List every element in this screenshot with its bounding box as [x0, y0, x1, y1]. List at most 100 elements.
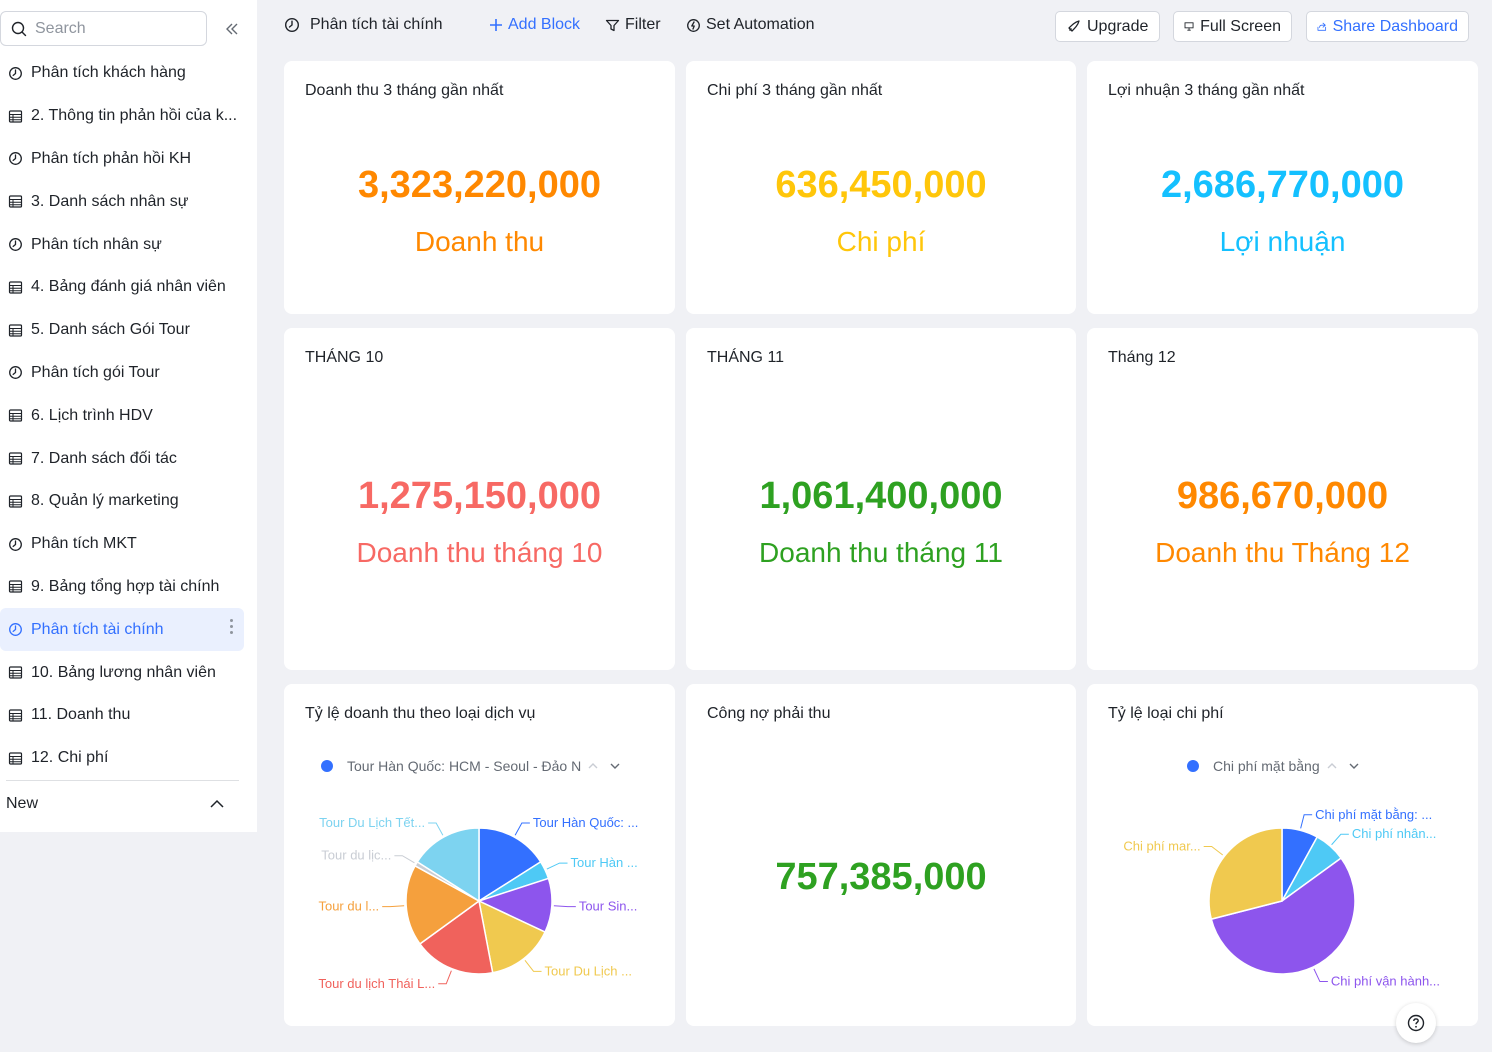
search-box[interactable] [0, 11, 207, 46]
sidebar-item-label: 8. Quản lý marketing [31, 492, 179, 510]
set-automation-label: Set Automation [706, 16, 815, 33]
chevron-down-icon[interactable] [609, 760, 621, 772]
metric-value: 1,061,400,000 [759, 475, 1003, 517]
share-dashboard-button[interactable]: Share Dashboard [1306, 11, 1469, 42]
add-block-button[interactable]: Add Block [489, 16, 580, 34]
sidebar-item[interactable]: Phân tích nhân sự [0, 223, 244, 266]
dashboard-icon [284, 17, 300, 33]
metric-label: Chi phí [836, 226, 926, 257]
service-revenue-pie-chart[interactable]: Tour Hàn Quốc: ... Tour Hàn ... Tour Sin..… [284, 784, 675, 1024]
pie-slice[interactable] [418, 899, 494, 975]
pie-slice[interactable] [478, 827, 542, 903]
cost-3-months-card[interactable]: Chi phí 3 tháng gần nhất 636,450,000 Chi… [686, 61, 1076, 314]
receivable-card[interactable]: Công nợ phải thu 757,385,000 [686, 684, 1076, 1026]
metric-label: Doanh thu [414, 226, 545, 257]
cost-type-pie-card[interactable]: Tỷ lệ loại chi phí Chi phí mặt bằng Chi … [1087, 684, 1478, 1026]
chevron-up-icon[interactable] [587, 760, 599, 772]
sidebar-item[interactable]: 6. Lịch trình HDV [0, 394, 244, 437]
filter-button[interactable]: Filter [605, 16, 661, 34]
pie-slice[interactable] [1210, 857, 1356, 975]
sidebar-item[interactable]: Phân tích tài chính [0, 608, 244, 652]
plus-icon [490, 19, 502, 31]
sidebar-item[interactable]: 7. Danh sách đối tác [0, 437, 244, 480]
share-icon [1317, 22, 1327, 31]
service-revenue-pie-card[interactable]: Tỷ lệ doanh thu theo loại dịch vụ Tour H… [284, 684, 675, 1026]
sidebar-item[interactable]: 3. Danh sách nhân sự [0, 180, 244, 223]
sidebar-item[interactable]: 5. Danh sách Gói Tour [0, 309, 244, 352]
card-title: Tháng 12 [1108, 349, 1176, 366]
metric-value: 2,686,770,000 [1160, 164, 1404, 206]
sidebar-item[interactable]: Phân tích gói Tour [0, 352, 244, 395]
legend-label: Tour Hàn Quốc: HCM - Seoul - Đảo N [347, 758, 582, 774]
pie-label: Tour Hàn ... [571, 855, 638, 870]
sidebar-item-label: Phân tích phản hồi KH [31, 149, 192, 167]
revenue-3-months-card[interactable]: Doanh thu 3 tháng gần nhất 3,323,220,000… [284, 61, 675, 314]
table-icon [7, 707, 23, 723]
dashboard-icon [7, 65, 23, 81]
upgrade-button[interactable]: Upgrade [1055, 11, 1160, 42]
table-icon [7, 451, 23, 467]
november-revenue-card[interactable]: THÁNG 11 1,061,400,000 Doanh thu tháng 1… [686, 328, 1076, 670]
sidebar-item[interactable]: 4. Bảng đánh giá nhân viên [0, 266, 244, 309]
pie-label: Tour du lịc... [321, 848, 391, 863]
pie-slice[interactable] [405, 864, 481, 945]
legend-dot [321, 760, 333, 772]
pie-slice[interactable] [416, 827, 480, 903]
table-icon [7, 194, 23, 210]
october-revenue-card[interactable]: THÁNG 10 1,275,150,000 Doanh thu tháng 1… [284, 328, 675, 670]
search-input[interactable] [35, 19, 185, 38]
pie-label-line [546, 862, 568, 870]
chart-legend[interactable]: Chi phí mặt bằng [1187, 758, 1360, 774]
chevron-up-icon[interactable] [1326, 760, 1338, 772]
chart-legend[interactable]: Tour Hàn Quốc: HCM - Seoul - Đảo N [321, 758, 621, 774]
sidebar-item[interactable]: Phân tích MKT [0, 523, 244, 566]
dashboard-icon [7, 365, 23, 381]
more-options-icon[interactable] [228, 619, 234, 635]
sidebar-item[interactable]: 8. Quản lý marketing [0, 480, 244, 523]
upgrade-label: Upgrade [1087, 17, 1149, 35]
metric-value: 757,385,000 [775, 856, 987, 898]
pie-label-line [1331, 833, 1349, 846]
pie-slice[interactable] [1208, 827, 1283, 921]
sidebar-item[interactable]: 9. Bảng tổng hợp tài chính [0, 566, 244, 609]
help-button[interactable] [1396, 1003, 1436, 1043]
sidebar-item[interactable]: 10. Bảng lương nhân viên [0, 651, 244, 694]
chevron-down-icon[interactable] [1348, 760, 1360, 772]
pie-label: Tour Hàn Quốc: ... [533, 815, 639, 830]
new-label: New [6, 795, 39, 812]
card-title: Chi phí 3 tháng gần nhất [707, 82, 883, 99]
sidebar-item[interactable]: Phân tích khách hàng [0, 52, 244, 95]
scrollbar[interactable] [1486, 0, 1492, 1052]
table-icon [7, 750, 23, 766]
pie-label-line [1313, 968, 1328, 983]
sidebar-item[interactable]: 12. Chi phí [0, 737, 244, 780]
sidebar-item-label: 9. Bảng tổng hợp tài chính [31, 577, 220, 595]
collapse-sidebar-button[interactable] [220, 17, 244, 41]
december-revenue-card[interactable]: Tháng 12 986,670,000 Doanh thu Tháng 12 [1087, 328, 1478, 670]
cost-type-pie-chart[interactable]: Chi phí mặt bằng: ... Chi phí nhân... Chi … [1087, 784, 1478, 1024]
card-title: Tỷ lệ doanh thu theo loại dịch vụ [305, 705, 536, 722]
sidebar-item[interactable]: 11. Doanh thu [0, 694, 244, 737]
sidebar-item-label: 4. Bảng đánh giá nhân viên [31, 278, 226, 296]
table-icon [7, 279, 23, 295]
sidebar-item[interactable]: Phân tích phản hồi KH [0, 138, 244, 181]
add-block-label: Add Block [508, 16, 581, 33]
filter-label: Filter [625, 16, 661, 33]
sidebar-item-label: 6. Lịch trình HDV [31, 406, 153, 424]
profit-3-months-card[interactable]: Lợi nhuận 3 tháng gần nhất 2,686,770,000… [1087, 61, 1478, 314]
set-automation-button[interactable]: Set Automation [686, 16, 815, 34]
share-dashboard-label: Share Dashboard [1332, 17, 1458, 35]
search-icon [11, 21, 27, 36]
sidebar-footer-area [0, 832, 274, 1052]
full-screen-button[interactable]: Full Screen [1173, 11, 1292, 42]
automation-icon [687, 18, 700, 32]
legend-label: Chi phí mặt bằng [1213, 758, 1320, 774]
new-section-toggle[interactable]: New [6, 795, 226, 813]
pie-label-line [394, 855, 415, 864]
pie-slice[interactable] [477, 899, 547, 974]
sidebar: Phân tích khách hàng 2. Thông tin phản hồ… [0, 0, 257, 832]
sidebar-item[interactable]: 2. Thông tin phản hồi của k... [0, 95, 244, 138]
card-title: Doanh thu 3 tháng gần nhất [305, 82, 504, 99]
pie-label: Chi phí mar... [1123, 838, 1200, 853]
pie-label-line [382, 905, 405, 908]
